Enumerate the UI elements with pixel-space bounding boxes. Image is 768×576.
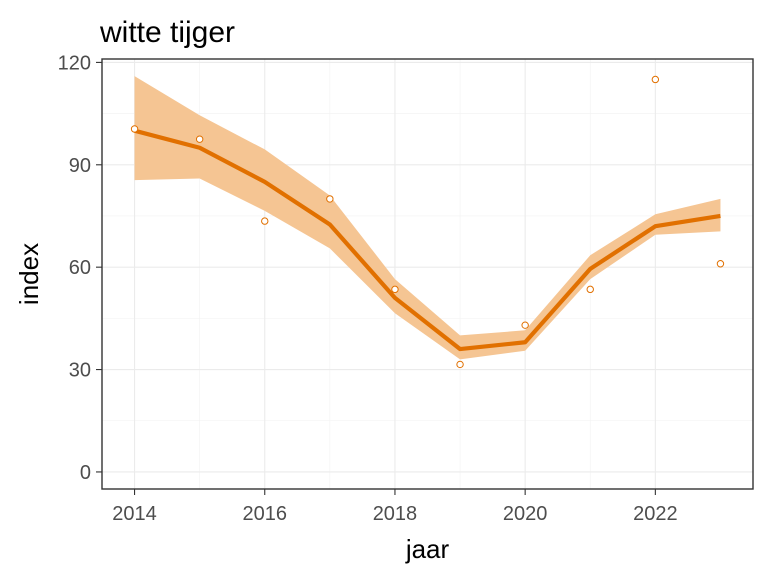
plot-border (101, 58, 754, 490)
x-tick-label: 2016 (243, 503, 288, 525)
observed-point (716, 260, 725, 268)
y-tick-label: 30 (69, 360, 91, 382)
trend-line (134, 128, 721, 352)
y-tick-label: 60 (69, 257, 91, 279)
x-tick-label: 2022 (633, 503, 678, 525)
trend-series-line (134, 128, 721, 352)
observed-point (261, 217, 269, 225)
observed-point (130, 125, 139, 133)
observed-point (456, 360, 464, 369)
observed-point (651, 75, 660, 84)
x-tick-label: 2014 (112, 503, 157, 525)
y-axis: 0 30 60 90 120 (58, 52, 102, 484)
y-axis-title: index (14, 243, 44, 305)
y-tick-label: 90 (69, 155, 91, 177)
observed-point (391, 285, 399, 294)
x-axis-title: jaar (405, 534, 450, 564)
observed-point (326, 195, 334, 203)
y-tick-label: 120 (58, 52, 91, 74)
grid (102, 59, 753, 489)
observed-point (586, 285, 594, 294)
observed-point (195, 135, 204, 143)
x-tick-label: 2020 (503, 503, 548, 525)
observed-points (130, 75, 725, 369)
x-axis: 2014 2016 2018 2020 2022 (112, 489, 678, 525)
y-tick-label: 0 (80, 462, 91, 484)
x-tick-label: 2018 (373, 503, 418, 525)
observed-point (521, 321, 529, 329)
chart-title: witte tijger (99, 16, 235, 49)
